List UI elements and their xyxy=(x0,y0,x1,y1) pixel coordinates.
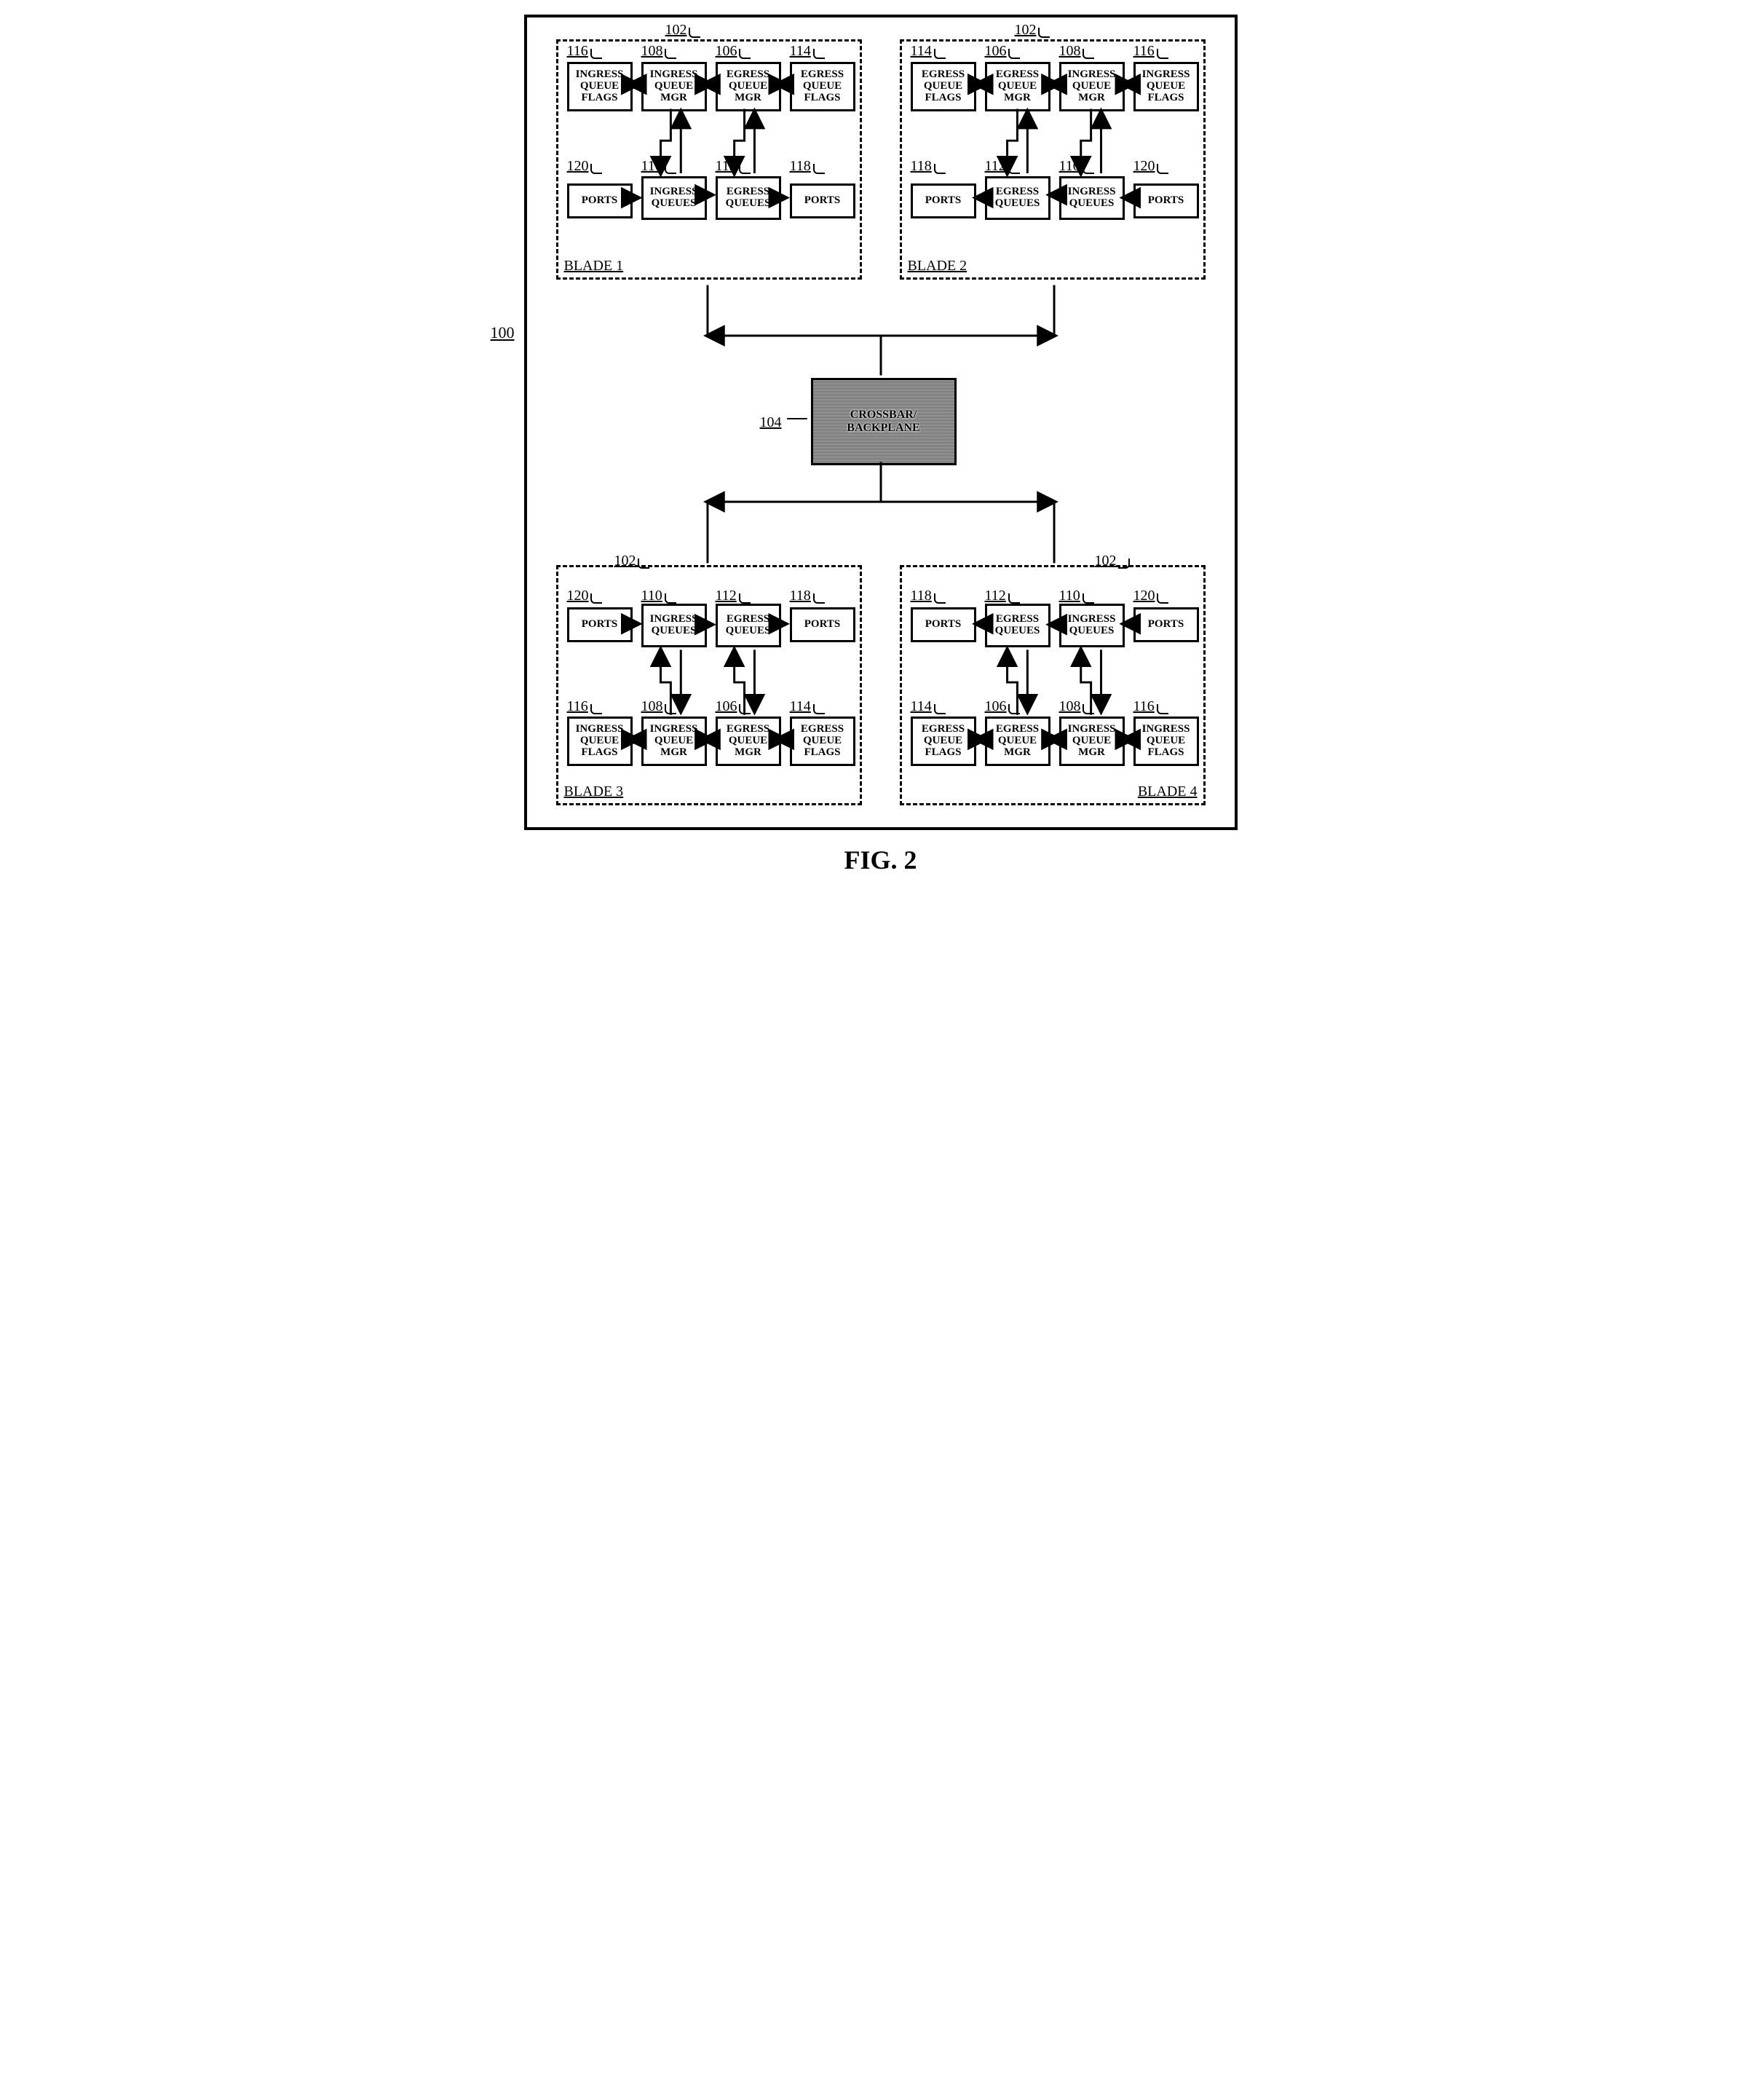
ref-110: 110 xyxy=(1059,158,1080,175)
ref-110: 110 xyxy=(641,158,662,175)
ingress-queues: INGRESSQUEUES xyxy=(641,176,707,220)
blade-4: PORTS EGRESSQUEUES INGRESSQUEUES PORTS 1… xyxy=(900,565,1206,805)
ingress-queue-flags: INGRESSQUEUEFLAGS xyxy=(567,717,633,766)
ref-110: 110 xyxy=(641,588,662,604)
ref-118: 118 xyxy=(911,158,932,175)
ref-116: 116 xyxy=(1133,698,1155,715)
blade-3: PORTS INGRESSQUEUES EGRESSQUEUES PORTS 1… xyxy=(556,565,862,805)
ref-106: 106 xyxy=(716,43,737,60)
crossbar-ref: 104 xyxy=(760,414,782,431)
blade-2-ref: 102 xyxy=(1015,22,1037,39)
egress-queue-mgr: EGRESSQUEUEMGR xyxy=(985,717,1050,766)
ref-112: 112 xyxy=(985,158,1006,175)
egress-queues: EGRESSQUEUES xyxy=(985,176,1050,220)
ref-112: 112 xyxy=(716,158,737,175)
ref-106: 106 xyxy=(985,43,1007,60)
ref-110: 110 xyxy=(1059,588,1080,604)
ports-ingress: PORTS xyxy=(1133,183,1199,218)
ref-114: 114 xyxy=(790,698,811,715)
crossbar-backplane: CROSSBAR/BACKPLANE xyxy=(811,378,957,465)
blade-1-ref: 102 xyxy=(665,22,687,39)
ports-egress: PORTS xyxy=(790,607,855,642)
blade-4-label: BLADE 4 xyxy=(1138,783,1198,800)
ref-114: 114 xyxy=(790,43,811,60)
ref-114: 114 xyxy=(911,43,932,60)
ref-112: 112 xyxy=(716,588,737,604)
egress-queue-mgr: EGRESSQUEUEMGR xyxy=(716,62,781,111)
ref-106: 106 xyxy=(716,698,737,715)
blade-3-ref: 102 xyxy=(614,553,636,569)
ref-116: 116 xyxy=(567,43,588,60)
ingress-queue-mgr: INGRESSQUEUEMGR xyxy=(641,717,707,766)
ref-118: 118 xyxy=(790,588,811,604)
ingress-queues: INGRESSQUEUES xyxy=(1059,176,1125,220)
ref-120: 120 xyxy=(1133,158,1155,175)
ref-108: 108 xyxy=(1059,698,1081,715)
ports-egress: PORTS xyxy=(790,183,855,218)
system-ref: 100 xyxy=(491,323,515,342)
ref-120: 120 xyxy=(567,158,589,175)
figure-label: FIG. 2 xyxy=(524,845,1238,875)
egress-queues: EGRESSQUEUES xyxy=(985,604,1050,647)
blade-1: INGRESSQUEUEFLAGS INGRESSQUEUEMGR EGRESS… xyxy=(556,39,862,280)
ref-116: 116 xyxy=(1133,43,1155,60)
ports-egress: PORTS xyxy=(911,183,976,218)
blade-1-label: BLADE 1 xyxy=(564,258,624,275)
ingress-queue-mgr: INGRESSQUEUEMGR xyxy=(1059,62,1125,111)
ref-120: 120 xyxy=(1133,588,1155,604)
ingress-queue-flags: INGRESSQUEUEFLAGS xyxy=(1133,717,1199,766)
ref-118: 118 xyxy=(911,588,932,604)
blade-4-ref: 102 xyxy=(1095,553,1117,569)
egress-queue-flags: EGRESSQUEUEFLAGS xyxy=(911,62,976,111)
ingress-queue-mgr: INGRESSQUEUEMGR xyxy=(641,62,707,111)
egress-queue-flags: EGRESSQUEUEFLAGS xyxy=(790,717,855,766)
egress-queue-mgr: EGRESSQUEUEMGR xyxy=(716,717,781,766)
ports-ingress: PORTS xyxy=(567,183,633,218)
blade-2-label: BLADE 2 xyxy=(908,258,967,275)
ports-egress: PORTS xyxy=(911,607,976,642)
ports-ingress: PORTS xyxy=(1133,607,1199,642)
ref-108: 108 xyxy=(641,43,663,60)
ingress-queues: INGRESSQUEUES xyxy=(1059,604,1125,647)
ingress-queue-flags: INGRESSQUEUEFLAGS xyxy=(1133,62,1199,111)
egress-queue-flags: EGRESSQUEUEFLAGS xyxy=(911,717,976,766)
ingress-queue-mgr: INGRESSQUEUEMGR xyxy=(1059,717,1125,766)
ref-114: 114 xyxy=(911,698,932,715)
ref-118: 118 xyxy=(790,158,811,175)
crossbar-label: CROSSBAR/BACKPLANE xyxy=(847,408,919,435)
blade-2: EGRESSQUEUEFLAGS EGRESSQUEUEMGR INGRESSQ… xyxy=(900,39,1206,280)
ref-108: 108 xyxy=(641,698,663,715)
blade-3-label: BLADE 3 xyxy=(564,783,624,800)
ingress-queue-flags: INGRESSQUEUEFLAGS xyxy=(567,62,633,111)
system-diagram: 100 INGRESSQUEUEFLAGS INGRESSQUEUEMGR EG… xyxy=(524,15,1238,830)
ref-112: 112 xyxy=(985,588,1006,604)
egress-queues: EGRESSQUEUES xyxy=(716,604,781,647)
ref-116: 116 xyxy=(567,698,588,715)
ports-ingress: PORTS xyxy=(567,607,633,642)
egress-queue-flags: EGRESSQUEUEFLAGS xyxy=(790,62,855,111)
egress-queues: EGRESSQUEUES xyxy=(716,176,781,220)
egress-queue-mgr: EGRESSQUEUEMGR xyxy=(985,62,1050,111)
ref-120: 120 xyxy=(567,588,589,604)
ingress-queues: INGRESSQUEUES xyxy=(641,604,707,647)
ref-108: 108 xyxy=(1059,43,1081,60)
ref-106: 106 xyxy=(985,698,1007,715)
